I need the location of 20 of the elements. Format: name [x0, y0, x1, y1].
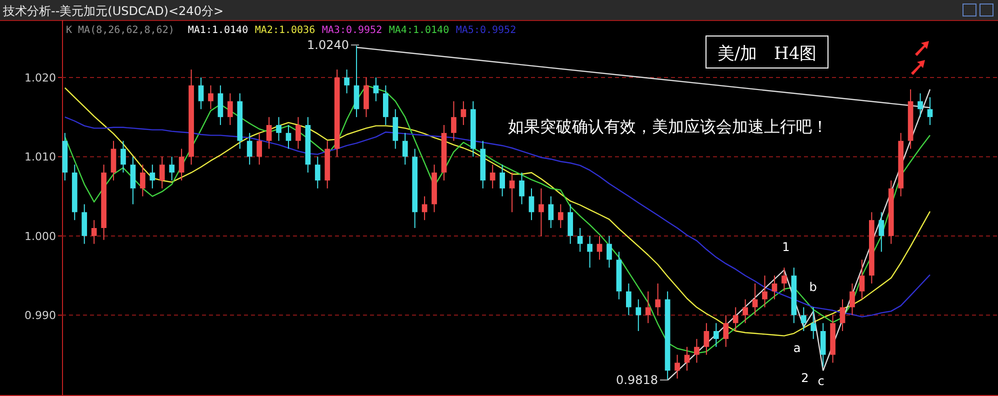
- y-tick-label: 1.010: [24, 150, 56, 164]
- chart-title: 技术分析--美元加元(USDCAD)<240分>: [2, 4, 224, 18]
- annotation: b: [809, 280, 817, 294]
- annotation: c: [818, 374, 824, 388]
- text: MA4:1.0140: [388, 25, 450, 36]
- y-tick-label: 1.020: [24, 71, 56, 84]
- legend-title: K MA(8,26,62,8,62): [66, 25, 174, 36]
- text: MA5:0.9952: [456, 25, 516, 36]
- annotation: MA1:1.0140: [188, 25, 248, 36]
- annotation: 0.9818: [616, 373, 658, 387]
- annotation: MA3:0.9952: [322, 25, 382, 36]
- annotation: 1: [782, 240, 790, 254]
- y-tick-label: 1.000: [24, 230, 56, 243]
- annotation: 1.0240: [307, 38, 349, 52]
- text: MA2:1.0036: [254, 25, 316, 36]
- annotation: a: [793, 341, 801, 355]
- annotation: 美/加 H4图: [717, 44, 817, 64]
- y-tick-label: 0.990: [24, 309, 56, 322]
- annotation: 2: [801, 371, 809, 385]
- annotation: 如果突破确认有效，美加应该会加速上行吧！: [508, 117, 828, 136]
